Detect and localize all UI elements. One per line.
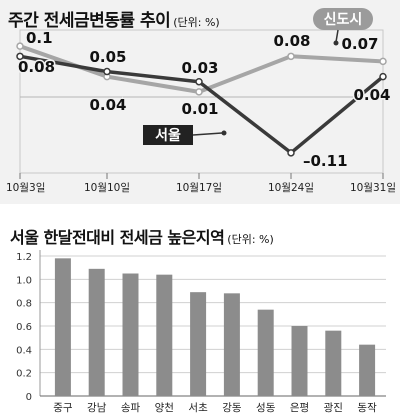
legend-tag-sindosi-pointer (335, 29, 339, 43)
data-label-seoul: 0.08 (18, 58, 55, 76)
bar (325, 330, 342, 396)
bar (88, 268, 105, 396)
x-tick-label: 강동 (222, 402, 242, 414)
x-tick-label: 서초 (188, 402, 208, 414)
y-tick-label: 1.2 (16, 252, 32, 263)
bar (359, 344, 376, 396)
x-tick-label: 10월10일 (84, 181, 130, 194)
x-tick-label: 양천 (155, 402, 174, 414)
line-chart-title-text: 주간 전세금변동률 추이 (8, 11, 171, 31)
bar (190, 292, 207, 396)
data-point-seoul (195, 77, 203, 86)
y-tick-label: 0.8 (16, 299, 32, 310)
data-point-seoul (379, 72, 387, 81)
data-point-sindosi (287, 52, 295, 61)
legend-tag-sindosi-dot (333, 40, 339, 46)
data-label-seoul: 0.03 (181, 59, 218, 77)
y-tick-label: 1.0 (16, 275, 32, 286)
data-point-sindosi (379, 57, 387, 66)
data-point-seoul (16, 52, 24, 61)
bar (291, 326, 308, 396)
x-tick-label: 10월31일 (350, 181, 396, 194)
x-tick-label: 강남 (87, 402, 107, 414)
data-label-sindosi: 0.04 (89, 96, 126, 114)
data-label-seoul: 0.05 (89, 48, 126, 66)
bar (54, 258, 71, 396)
data-point-sindosi (16, 42, 24, 50)
weekly-rate-chart-panel: 주간 전세금변동률 추이 (단위: %) 10월3일 10월10일 10월17일 10월… (0, 0, 400, 204)
bar (223, 293, 240, 396)
x-tick-label: 광진 (324, 402, 343, 414)
y-tick-label: 0.2 (16, 369, 32, 380)
x-tick-label: 은평 (290, 402, 309, 414)
y-tick-label: 0.6 (16, 322, 32, 333)
line-chart-unit: (단위: %) (173, 16, 220, 29)
data-point-seoul (103, 67, 111, 76)
legend-tag-seoul-pointer (192, 132, 223, 136)
data-label-sindosi: 0.1 (26, 29, 53, 47)
data-point-seoul (287, 149, 295, 157)
x-tick-label: 10월3일 (6, 181, 45, 194)
legend-tag-seoul-label: 서울 (155, 127, 181, 144)
x-tick-label: 10월24일 (268, 181, 314, 194)
data-label-sindosi: 0.08 (273, 32, 310, 50)
bar-chart-unit: (단위: %) (227, 233, 274, 246)
legend-tag-sindosi-label: 신도시 (324, 12, 363, 28)
legend-tag-sindosi (313, 8, 373, 30)
bar (156, 274, 173, 396)
legend-tag-seoul (143, 125, 193, 145)
legend-tag-seoul-dot (221, 130, 227, 136)
bar (257, 309, 274, 396)
y-tick-label: 0.4 (16, 345, 32, 356)
x-tick-label: 동작 (357, 402, 377, 414)
line-chart: 10월3일 10월10일 10월17일 10월24일 10월31일 0.1 0.04 0.01… (6, 8, 396, 194)
x-tick-label: 성동 (256, 402, 276, 414)
data-label-sindosi: 0.01 (181, 100, 218, 118)
bar (122, 273, 139, 396)
data-label-sindosi: 0.07 (341, 35, 378, 53)
bar-chart-title: 서울 한달전대비 전세금 높은지역 (단위: %) (10, 224, 274, 248)
data-label-seoul: –0.11 (303, 152, 348, 170)
x-tick-label: 송파 (121, 402, 141, 414)
x-tick-label: 10월17일 (176, 181, 222, 194)
bar-chart-title-text: 서울 한달전대비 전세금 높은지역 (10, 228, 225, 247)
district-rate-chart-panel: 서울 한달전대비 전세금 높은지역 (단위: %) 0 0.2 0.4 0.6 0.8 1.… (0, 204, 400, 416)
bar-chart: 0 0.2 0.4 0.6 0.8 1.0 1.2 중구 강남 송파 양천 서초 강동 성동 은평 광진 동작 (16, 250, 386, 414)
y-tick-label: 0 (26, 392, 32, 403)
data-label-seoul: 0.04 (353, 86, 390, 104)
data-point-sindosi (195, 88, 203, 96)
x-tick-label: 중구 (53, 402, 73, 414)
plot-frame (19, 29, 384, 174)
line-chart-title: 주간 전세금변동률 추이 (단위: %) (8, 6, 220, 31)
